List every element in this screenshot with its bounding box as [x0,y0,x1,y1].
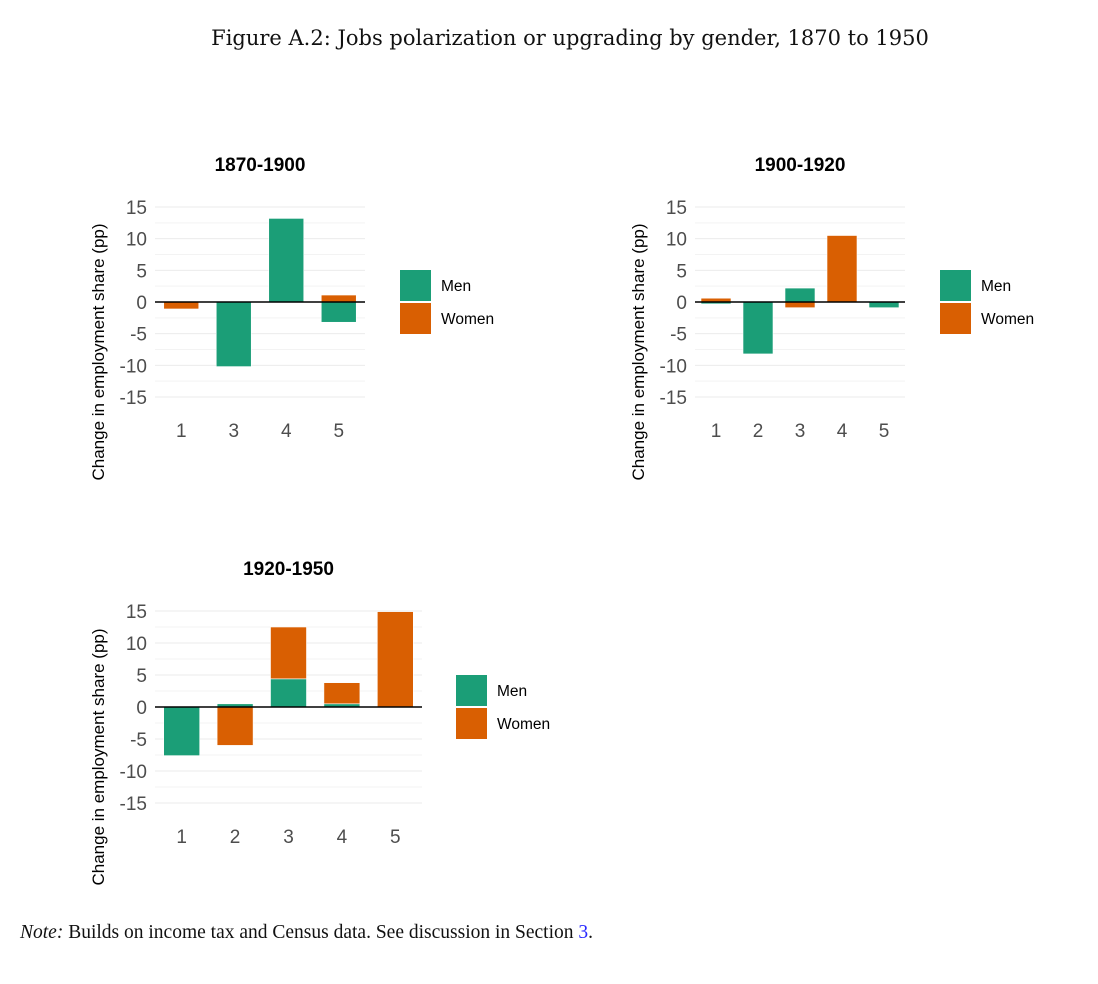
y-tick-label: 5 [136,261,147,282]
bar-women-cat-4 [323,682,361,705]
x-tick-label: 1 [176,827,187,848]
y-tick-label: 5 [676,261,687,282]
bar-women-cat-1 [163,301,200,310]
legend-label-women: Women [981,311,1034,328]
bar-men-cat-3 [215,301,252,367]
y-tick-label: -15 [120,388,147,409]
legend-label-men: Men [981,278,1011,295]
legend-swatch-men [940,270,971,301]
y-tick-label: -15 [120,794,147,815]
x-tick-label: 1 [711,421,722,442]
y-tick-label: 10 [666,230,687,251]
x-tick-label: 5 [333,421,344,442]
legend-swatch-men [456,675,487,706]
y-tick-label: -10 [660,356,687,377]
note-text: Builds on income tax and Census data. Se… [63,922,579,943]
bar-men-cat-3 [270,678,307,708]
panel-title: 1920-1950 [243,559,334,580]
x-tick-label: 2 [230,827,241,848]
y-tick-label: 10 [126,230,147,251]
x-tick-label: 3 [283,827,294,848]
y-tick-label: 5 [136,666,147,687]
y-tick-label: -10 [120,356,147,377]
section-link[interactable]: 3 [578,922,589,943]
x-tick-label: 3 [795,421,806,442]
bar-women-cat-3 [270,626,307,680]
bar-women-cat-4 [826,235,858,303]
y-tick-label: 0 [136,293,147,314]
y-tick-label: 0 [136,698,147,719]
y-axis-title: Change in employment share (pp) [629,223,648,480]
legend-swatch-women [456,708,487,739]
legend-label-men: Men [441,278,471,295]
legend-swatch-women [940,303,971,334]
x-tick-label: 5 [879,421,890,442]
y-tick-label: 15 [666,198,687,219]
bar-women-cat-3 [784,301,816,308]
x-tick-label: 4 [337,827,348,848]
y-tick-label: -5 [130,325,147,346]
y-axis-title: Change in employment share (pp) [89,223,108,480]
note-end: . [588,922,594,943]
x-tick-label: 4 [837,421,848,442]
legend-label-women: Women [441,311,494,328]
bar-women-cat-5 [376,611,414,708]
bar-men-cat-5 [320,301,357,323]
bar-men-cat-1 [163,706,200,756]
y-tick-label: -5 [130,730,147,751]
figure-title: Figure A.2: Jobs polarization or upgradi… [211,26,929,50]
y-tick-label: -5 [670,325,687,346]
legend-swatch-women [400,303,431,334]
x-tick-label: 2 [753,421,764,442]
y-tick-label: -15 [660,388,687,409]
legend-swatch-men [400,270,431,301]
y-tick-label: 15 [126,602,147,623]
y-tick-label: 0 [676,293,687,314]
figure-note: Note: Builds on income tax and Census da… [20,922,593,944]
bar-women-cat-5 [320,294,357,303]
legend-label-women: Women [497,716,550,733]
bar-men-cat-3 [784,287,816,303]
x-tick-label: 1 [176,421,187,442]
y-tick-label: -10 [120,762,147,783]
panel-title: 1870-1900 [215,155,306,176]
bar-women-cat-2 [216,706,254,746]
panel-title: 1900-1920 [755,155,846,176]
legend-label-men: Men [497,683,527,700]
x-tick-label: 5 [390,827,401,848]
note-label: Note: [20,922,64,943]
x-tick-label: 3 [228,421,239,442]
y-tick-label: 10 [126,634,147,655]
bar-men-cat-4 [268,218,305,303]
bar-men-cat-5 [868,301,900,308]
x-tick-label: 4 [281,421,292,442]
y-tick-label: 15 [126,198,147,219]
y-axis-title: Change in employment share (pp) [89,628,108,885]
bar-men-cat-2 [742,301,774,355]
